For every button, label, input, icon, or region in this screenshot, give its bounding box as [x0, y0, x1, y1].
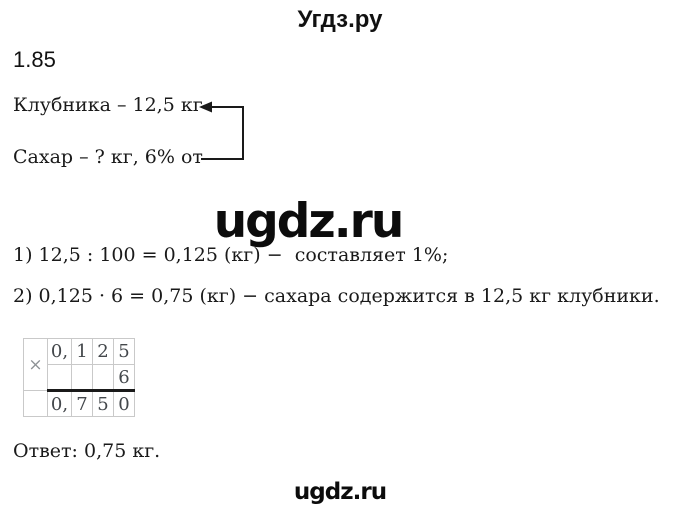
product-digit: 0, — [47, 389, 72, 417]
solution-step-1: 1) 12,5 : 100 = 0,125 (кг) − составляет … — [13, 244, 449, 266]
product-row: 0, 7 5 0 — [23, 389, 135, 417]
factor1-row: × 0, 1 2 5 — [23, 338, 135, 391]
multiply-operator-icon: × — [23, 338, 48, 391]
factor2-digit — [71, 364, 93, 391]
product-digit: 0 — [113, 389, 135, 417]
answer-line: Ответ: 0,75 кг. — [13, 440, 161, 462]
column-multiplication-table: × 0, 1 2 5 6 0, 7 5 0 — [23, 338, 135, 417]
factor1-digit: 5 — [113, 338, 135, 365]
factor2-digit — [47, 364, 72, 391]
factor1-digit: 1 — [71, 338, 93, 365]
site-brand-footer: ugdz.ru — [293, 479, 387, 505]
product-digit: 7 — [71, 389, 93, 417]
factor2-digit — [92, 364, 114, 391]
product-digit: 5 — [92, 389, 114, 417]
table-corner-cell — [23, 390, 48, 417]
condition-strawberry: Клубника – 12,5 кг — [13, 94, 203, 116]
problem-number: 1.85 — [13, 47, 56, 72]
watermark-text: ugdz.ru — [213, 194, 405, 249]
factor1-digit: 2 — [92, 338, 114, 365]
factor2-digit: 6 — [113, 364, 135, 391]
reference-arrow-icon — [199, 101, 244, 160]
site-brand-header: Угдз.ру — [297, 6, 383, 33]
factor1-digit: 0, — [47, 338, 72, 365]
condition-sugar: Сахар – ? кг, 6% от — [13, 146, 203, 168]
solution-step-2: 2) 0,125 · 6 = 0,75 (кг) − сахара содерж… — [13, 285, 660, 307]
